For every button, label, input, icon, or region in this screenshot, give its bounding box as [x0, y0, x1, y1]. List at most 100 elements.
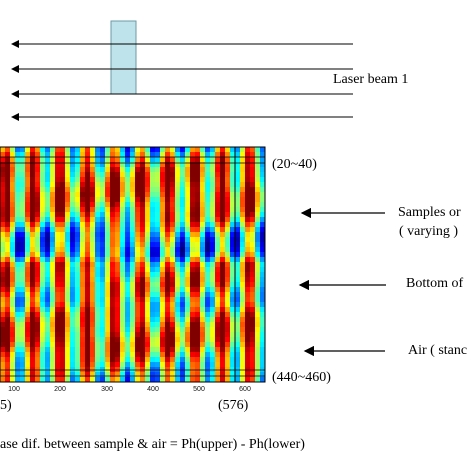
- heatmap-cell: [180, 327, 185, 332]
- heatmap-cell: [120, 212, 125, 217]
- heatmap-cell: [50, 212, 55, 217]
- heatmap-cell: [0, 262, 5, 267]
- heatmap-cell: [190, 212, 195, 217]
- heatmap-cell: [250, 177, 255, 182]
- heatmap-cell: [15, 232, 20, 237]
- heatmap-cell: [245, 232, 250, 237]
- heatmap-cell: [80, 187, 85, 192]
- heatmap-cell: [220, 367, 225, 372]
- heatmap-cell: [250, 267, 255, 272]
- heatmap-cell: [10, 157, 15, 162]
- heatmap-cell: [210, 332, 215, 337]
- heatmap-cell: [150, 322, 155, 327]
- heatmap-cell: [35, 232, 40, 237]
- heatmap-cell: [90, 257, 95, 262]
- heatmap-cell: [75, 247, 80, 252]
- heatmap-cell: [125, 272, 130, 277]
- heatmap-cell: [50, 202, 55, 207]
- heatmap-cell: [235, 167, 240, 172]
- heatmap-cell: [135, 252, 140, 257]
- heatmap-cell: [120, 227, 125, 232]
- heatmap-cell: [120, 282, 125, 287]
- heatmap-cell: [0, 322, 5, 327]
- heatmap-cell: [75, 192, 80, 197]
- heatmap-cell: [135, 207, 140, 212]
- heatmap-cell: [160, 162, 165, 167]
- heatmap-cell: [95, 232, 100, 237]
- heatmap-cell: [165, 272, 170, 277]
- heatmap-cell: [230, 362, 235, 367]
- heatmap-cell: [10, 177, 15, 182]
- heatmap-cell: [90, 332, 95, 337]
- heatmap-cell: [135, 232, 140, 237]
- heatmap-cell: [100, 287, 105, 292]
- heatmap-cell: [225, 242, 230, 247]
- heatmap-cell: [255, 162, 260, 167]
- heatmap-cell: [110, 202, 115, 207]
- heatmap-cell: [240, 307, 245, 312]
- heatmap-cell: [100, 232, 105, 237]
- heatmap-cell: [150, 157, 155, 162]
- heatmap-cell: [80, 182, 85, 187]
- heatmap-cell: [45, 292, 50, 297]
- heatmap-cell: [170, 187, 175, 192]
- heatmap-cell: [230, 177, 235, 182]
- heatmap-cell: [185, 377, 190, 382]
- heatmap-cell: [175, 322, 180, 327]
- heatmap-cell: [170, 377, 175, 382]
- heatmap-cell: [25, 147, 30, 152]
- heatmap-cell: [110, 327, 115, 332]
- heatmap-cell: [135, 272, 140, 277]
- heatmap-cell: [260, 262, 265, 267]
- heatmap-cell: [15, 147, 20, 152]
- heatmap-cell: [20, 297, 25, 302]
- heatmap-cell: [105, 267, 110, 272]
- heatmap-cell: [20, 147, 25, 152]
- heatmap-cell: [0, 297, 5, 302]
- heatmap-cell: [105, 207, 110, 212]
- heatmap-cell: [195, 242, 200, 247]
- heatmap-cell: [235, 317, 240, 322]
- heatmap-cell: [60, 302, 65, 307]
- heatmap-cell: [15, 152, 20, 157]
- heatmap-cell: [245, 327, 250, 332]
- heatmap-cell: [240, 357, 245, 362]
- heatmap-cell: [90, 242, 95, 247]
- x-tick-500: 500: [193, 386, 205, 393]
- heatmap-cell: [90, 322, 95, 327]
- heatmap-cell: [255, 272, 260, 277]
- heatmap-cell: [230, 197, 235, 202]
- heatmap-cell: [120, 347, 125, 352]
- heatmap-cell: [160, 357, 165, 362]
- heatmap-cell: [175, 367, 180, 372]
- heatmap-cell: [140, 372, 145, 377]
- heatmap-cell: [160, 352, 165, 357]
- heatmap-cell: [125, 307, 130, 312]
- heatmap-cell: [170, 167, 175, 172]
- heatmap-cell: [20, 177, 25, 182]
- heatmap-cell: [190, 372, 195, 377]
- heatmap-cell: [165, 302, 170, 307]
- heatmap-cell: [140, 317, 145, 322]
- heatmap-cell: [195, 307, 200, 312]
- heatmap-cell: [260, 347, 265, 352]
- heatmap-cell: [175, 302, 180, 307]
- heatmap-cell: [215, 357, 220, 362]
- heatmap-cell: [90, 187, 95, 192]
- heatmap-cell: [105, 332, 110, 337]
- heatmap-cell: [230, 262, 235, 267]
- heatmap-cell: [225, 227, 230, 232]
- heatmap-cell: [10, 232, 15, 237]
- heatmap-cell: [175, 272, 180, 277]
- heatmap-cell: [205, 192, 210, 197]
- heatmap-cell: [190, 197, 195, 202]
- heatmap-cell: [85, 147, 90, 152]
- heatmap-cell: [70, 172, 75, 177]
- heatmap-cell: [15, 307, 20, 312]
- heatmap-cell: [15, 277, 20, 282]
- heatmap-cell: [185, 162, 190, 167]
- heatmap-cell: [145, 177, 150, 182]
- heatmap-cell: [100, 367, 105, 372]
- heatmap-cell: [205, 302, 210, 307]
- heatmap-cell: [145, 257, 150, 262]
